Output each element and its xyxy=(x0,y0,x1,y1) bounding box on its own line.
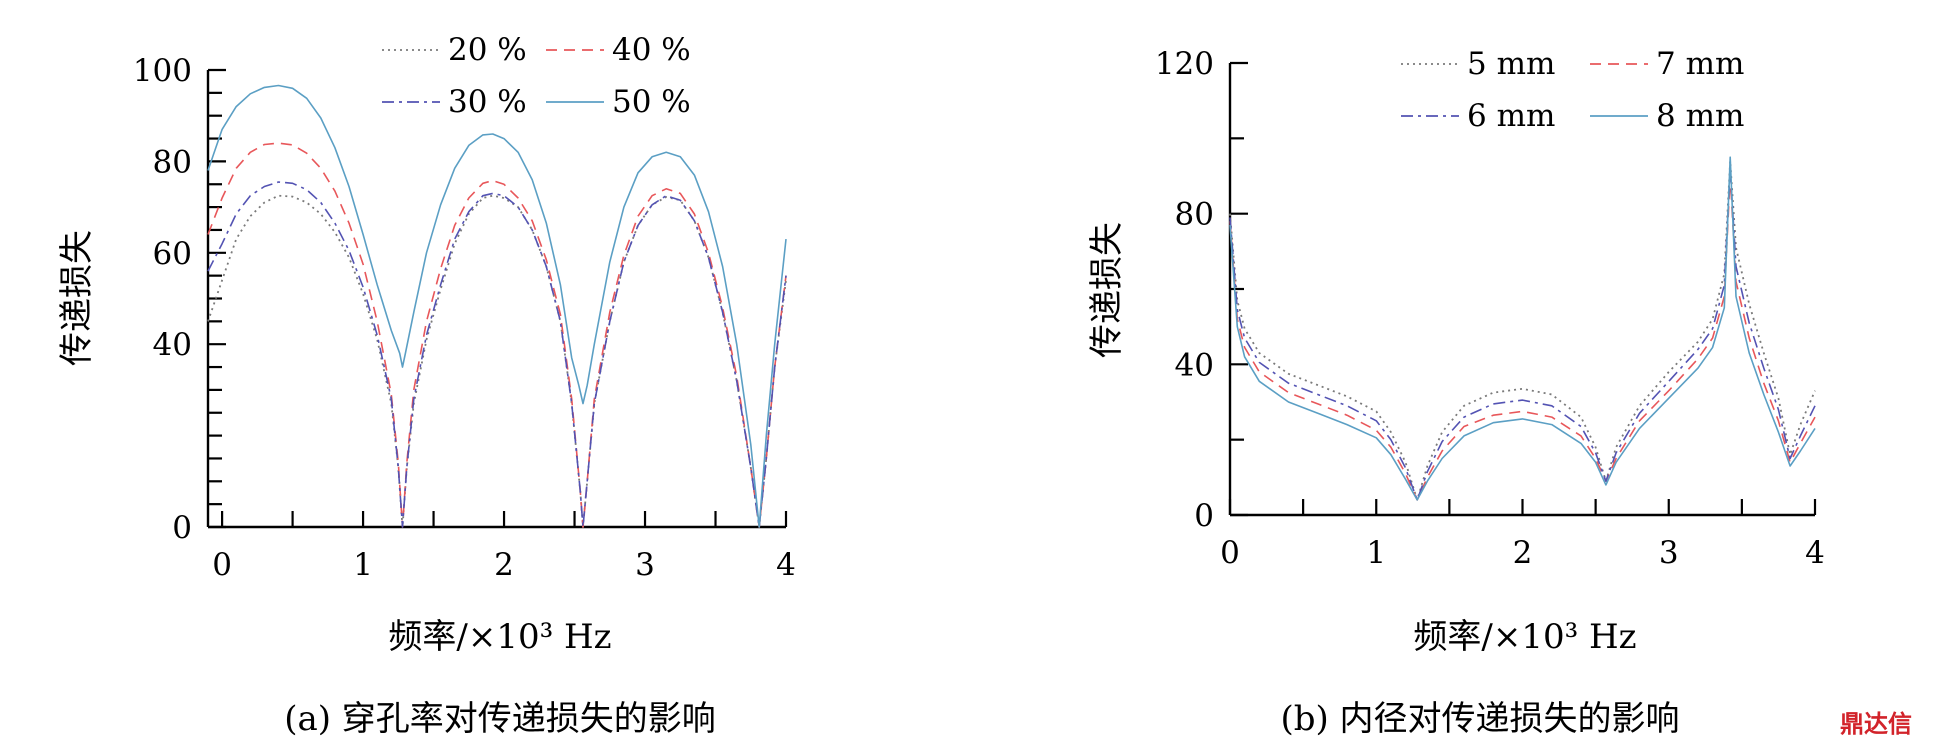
b-y-tick-label: 80 xyxy=(1175,197,1214,233)
a-x-tick-label: 0 xyxy=(212,547,232,583)
b-series-line-3 xyxy=(1229,167,1816,501)
b-legend-label: 5 mm xyxy=(1467,46,1555,82)
b-series-line-2 xyxy=(1229,175,1816,501)
b-legend-label: 8 mm xyxy=(1656,98,1744,134)
chart-a-transmission-loss-vs-perforation: 0 40 60 80 100 0 1 2 3 4 20 % 40 % 30 % 50 % 频率/×10³ H… xyxy=(57,32,796,739)
a-legend-label: 20 % xyxy=(448,32,527,68)
a-legend-label: 50 % xyxy=(612,84,691,120)
b-x-tick-label: 3 xyxy=(1659,535,1679,571)
a-x-tick-label: 3 xyxy=(635,547,655,583)
a-y-axis-title: 传递损失 xyxy=(57,230,97,366)
b-y-axis-title: 传递损失 xyxy=(1087,222,1127,358)
b-x-tick-label: 0 xyxy=(1220,535,1240,571)
a-series-line-2 xyxy=(207,142,787,528)
b-x-tick-label: 4 xyxy=(1805,535,1825,571)
b-caption: (b) 内径对传递损失的影响 xyxy=(1280,699,1679,739)
watermark-text: 鼎达信 xyxy=(1840,710,1912,738)
b-legend-label: 6 mm xyxy=(1467,98,1555,134)
a-legend-label: 30 % xyxy=(448,84,527,120)
b-y-tick-label: 40 xyxy=(1175,347,1214,383)
a-series-line-1 xyxy=(207,194,787,528)
b-x-axis-title: 频率/×10³ Hz xyxy=(1413,617,1636,657)
b-x-tick-label: 2 xyxy=(1513,535,1533,571)
a-y-tick-label: 100 xyxy=(133,53,192,89)
chart-b-transmission-loss-vs-inner-diameter: 0 40 80 120 0 1 2 3 4 5 mm 7 mm 6 mm 8 mm 频率/×10³ Hz 传… xyxy=(1087,46,1825,739)
a-legend-label: 40 % xyxy=(612,32,691,68)
b-x-tick-label: 1 xyxy=(1366,535,1386,571)
a-y-tick-label: 40 xyxy=(153,327,192,363)
a-series-line-3 xyxy=(207,181,787,528)
a-y-tick-label: 0 xyxy=(172,510,192,546)
a-x-tick-label: 2 xyxy=(494,547,514,583)
b-series-line-4 xyxy=(1229,156,1816,501)
a-caption: (a) 穿孔率对传递损失的影响 xyxy=(284,699,716,739)
b-legend-label: 7 mm xyxy=(1656,46,1744,82)
a-series-line-4 xyxy=(207,84,787,528)
a-x-tick-label: 1 xyxy=(353,547,373,583)
a-y-tick-label: 80 xyxy=(153,144,192,180)
a-x-tick-label: 4 xyxy=(776,547,796,583)
a-y-tick-label: 60 xyxy=(153,236,192,272)
b-y-tick-label: 120 xyxy=(1155,46,1214,82)
b-y-tick-label: 0 xyxy=(1194,498,1214,534)
a-x-axis-title: 频率/×10³ Hz xyxy=(388,617,611,657)
